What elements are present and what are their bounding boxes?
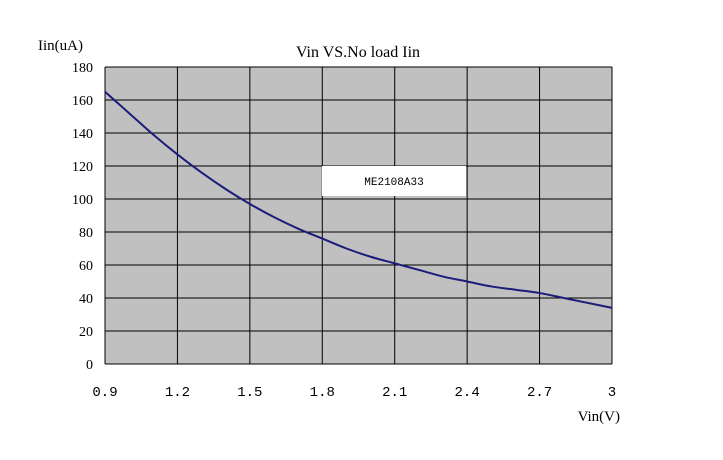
x-tick-label: 0.9 — [92, 385, 117, 401]
legend-label: ME2108A33 — [364, 177, 423, 189]
y-axis-ticks: 0 20 40 60 80 100 120 140 160 180 — [72, 61, 93, 373]
y-tick-label: 180 — [72, 61, 93, 76]
x-axis-label: Vin(V) — [578, 409, 620, 425]
y-tick-label: 160 — [72, 94, 93, 109]
chart-title: Vin VS.No load Iin — [296, 44, 420, 61]
x-tick-label: 1.8 — [310, 385, 335, 401]
x-tick-label: 1.2 — [165, 385, 190, 401]
y-tick-label: 140 — [72, 127, 93, 142]
y-tick-label: 60 — [79, 259, 93, 274]
legend-box — [322, 166, 466, 196]
y-tick-label: 0 — [86, 358, 93, 373]
x-axis-ticks: 0.9 1.2 1.5 1.8 2.1 2.4 2.7 3 — [92, 385, 616, 401]
x-tick-label: 2.1 — [382, 385, 407, 401]
y-tick-label: 80 — [79, 226, 93, 241]
y-tick-label: 100 — [72, 193, 93, 208]
y-tick-label: 20 — [79, 325, 93, 340]
x-tick-label: 2.7 — [527, 385, 552, 401]
grid-lines — [104, 66, 613, 365]
x-tick-label: 2.4 — [455, 385, 480, 401]
series-line — [104, 91, 613, 309]
y-tick-label: 120 — [72, 160, 93, 175]
x-tick-label: 3 — [608, 385, 616, 401]
y-tick-label: 40 — [79, 292, 93, 307]
y-axis-label: Iin(uA) — [38, 38, 83, 54]
plot-background — [105, 67, 612, 364]
x-tick-label: 1.5 — [237, 385, 262, 401]
